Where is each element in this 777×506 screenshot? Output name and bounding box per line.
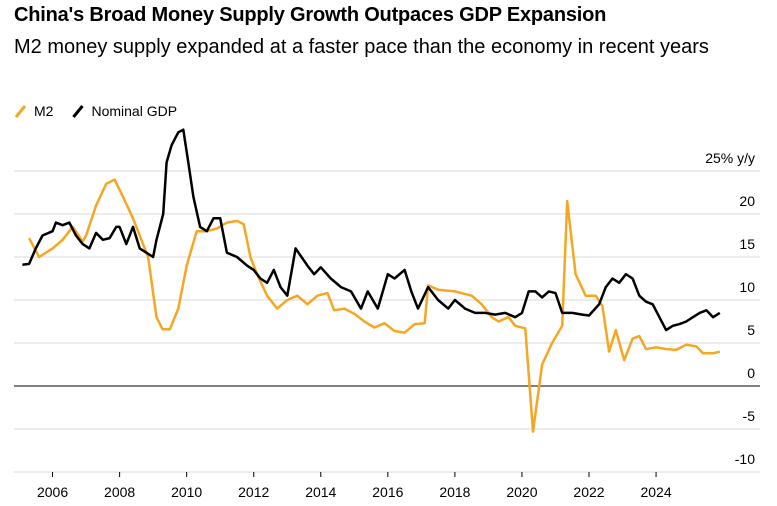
chart-title: China's Broad Money Supply Growth Outpac… [14, 4, 607, 26]
y-tick-label: -10 [735, 451, 755, 467]
header: China's Broad Money Supply Growth Outpac… [14, 4, 754, 61]
x-tick-label: 2020 [506, 484, 537, 500]
y-tick-label: 10 [739, 279, 755, 295]
legend-swatch [72, 105, 84, 118]
x-tick-label: 2012 [238, 484, 269, 500]
x-tick-label: 2024 [640, 484, 671, 500]
legend-label: M2 [34, 103, 54, 119]
x-tick-label: 2022 [573, 484, 604, 500]
x-tick-label: 2014 [305, 484, 336, 500]
legend-swatch [14, 105, 27, 118]
chart-subtitle: M2 money supply expanded at a faster pac… [14, 36, 709, 58]
series-line [27, 178, 721, 433]
x-tick-label: 2008 [104, 484, 135, 500]
x-tick-label: 2018 [439, 484, 470, 500]
y-tick-label: 0 [747, 365, 755, 381]
y-tick-label: 15 [739, 236, 755, 252]
y-tick-label: 5 [747, 322, 755, 338]
series-line [22, 128, 721, 332]
x-tick-label: 2016 [372, 484, 403, 500]
legend-label: Nominal GDP [91, 103, 177, 119]
x-tick-label: 2010 [171, 484, 202, 500]
y-tick-label: -5 [743, 408, 756, 424]
y-tick-label: 25% y/y [705, 150, 755, 166]
y-tick-label: 20 [739, 193, 755, 209]
x-tick-label: 2006 [37, 484, 68, 500]
